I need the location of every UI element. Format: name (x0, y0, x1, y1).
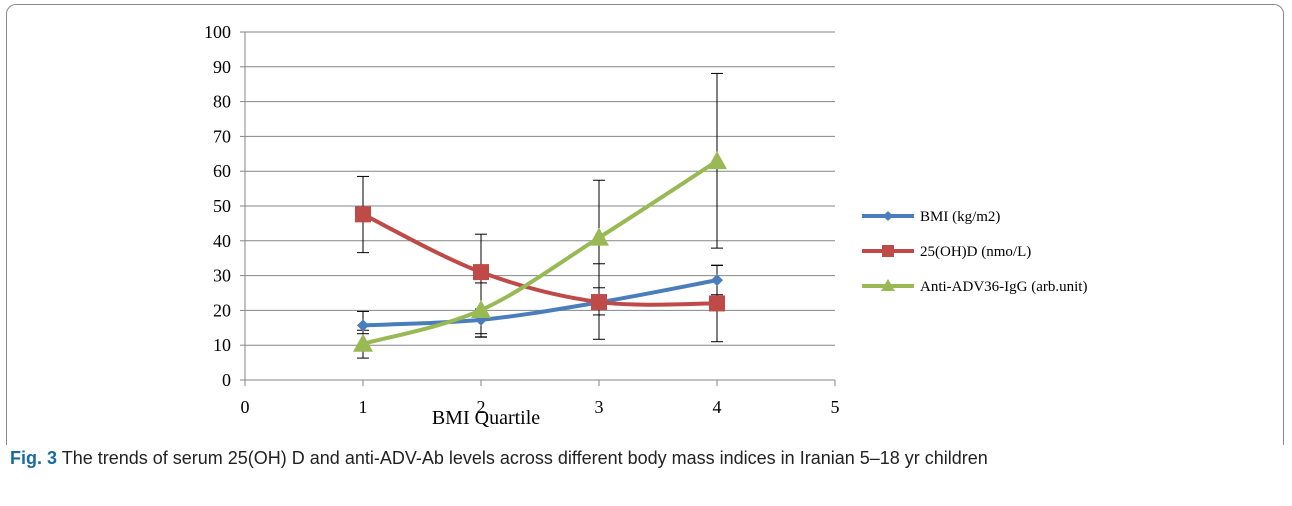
series-marker-s1-p2 (591, 294, 607, 311)
x-tick-label-1: 1 (359, 397, 368, 417)
series-markers (353, 151, 727, 352)
series-marker-s2-p0 (353, 333, 373, 352)
y-tick-label-40: 40 (213, 231, 231, 251)
gridlines (245, 31, 835, 346)
y-tick-labels: 0 10 20 30 40 50 60 70 80 90 100 (204, 22, 231, 390)
legend-label-0: BMI (kg/m2) (920, 209, 1000, 225)
figure-caption: Fig. 3 The trends of serum 25(OH) D and … (10, 448, 1280, 469)
y-tick-label-100: 100 (204, 22, 231, 42)
series-marker-s1-p3 (709, 295, 725, 312)
y-tick-label-80: 80 (213, 92, 231, 112)
y-tick-label-10: 10 (213, 335, 231, 355)
y-tick-label-0: 0 (222, 370, 231, 390)
series-marker-s2-p1 (471, 300, 491, 319)
legend-label-2: Anti-ADV36-IgG (arb.unit) (920, 279, 1087, 295)
legend-marker-1 (882, 245, 894, 257)
y-tick-label-60: 60 (213, 161, 231, 181)
line-chart: 0 10 20 30 40 50 60 70 80 90 100 0 1 2 3 4 5 BMI (kg/m2… (204, 22, 1087, 429)
legend: BMI (kg/m2) 25(OH)D (nmo/L) Anti-ADV36-IgG… (862, 209, 1087, 295)
series-lines (361, 159, 719, 346)
series-line-0 (361, 278, 719, 328)
y-tick-label-50: 50 (213, 196, 231, 216)
x-axis-title: BMI Quartile (432, 407, 540, 429)
y-tick-label-30: 30 (213, 266, 231, 286)
series-marker-s1-p0 (355, 206, 371, 223)
legend-marker-2 (881, 279, 895, 291)
error-bars (357, 72, 723, 359)
legend-marker-0 (883, 211, 893, 221)
series-line-1 (361, 212, 719, 307)
figure-frame (6, 4, 1284, 445)
series-marker-s1-p1 (473, 264, 489, 281)
series-marker-s2-p2 (589, 227, 609, 246)
y-tick-label-70: 70 (213, 126, 231, 146)
x-tick-label-0: 0 (241, 397, 250, 417)
legend-label-1: 25(OH)D (nmo/L) (920, 244, 1031, 260)
series-marker-s0-p0 (357, 319, 369, 332)
series-line-2 (361, 159, 719, 346)
x-tick-label-4: 4 (713, 397, 722, 417)
y-tick-label-20: 20 (213, 300, 231, 320)
x-tick-labels: 0 1 2 3 4 5 (241, 397, 840, 417)
series-marker-s2-p3 (707, 151, 727, 170)
x-tick-label-3: 3 (595, 397, 604, 417)
caption-label: Fig. 3 (10, 448, 58, 468)
x-tick-label-2: 2 (477, 397, 486, 417)
series-marker-s0-p3 (711, 274, 723, 287)
axes (240, 31, 836, 386)
y-tick-label-90: 90 (213, 57, 231, 77)
x-tick-label-5: 5 (831, 397, 840, 417)
caption-text: The trends of serum 25(OH) D and anti-AD… (61, 448, 988, 468)
